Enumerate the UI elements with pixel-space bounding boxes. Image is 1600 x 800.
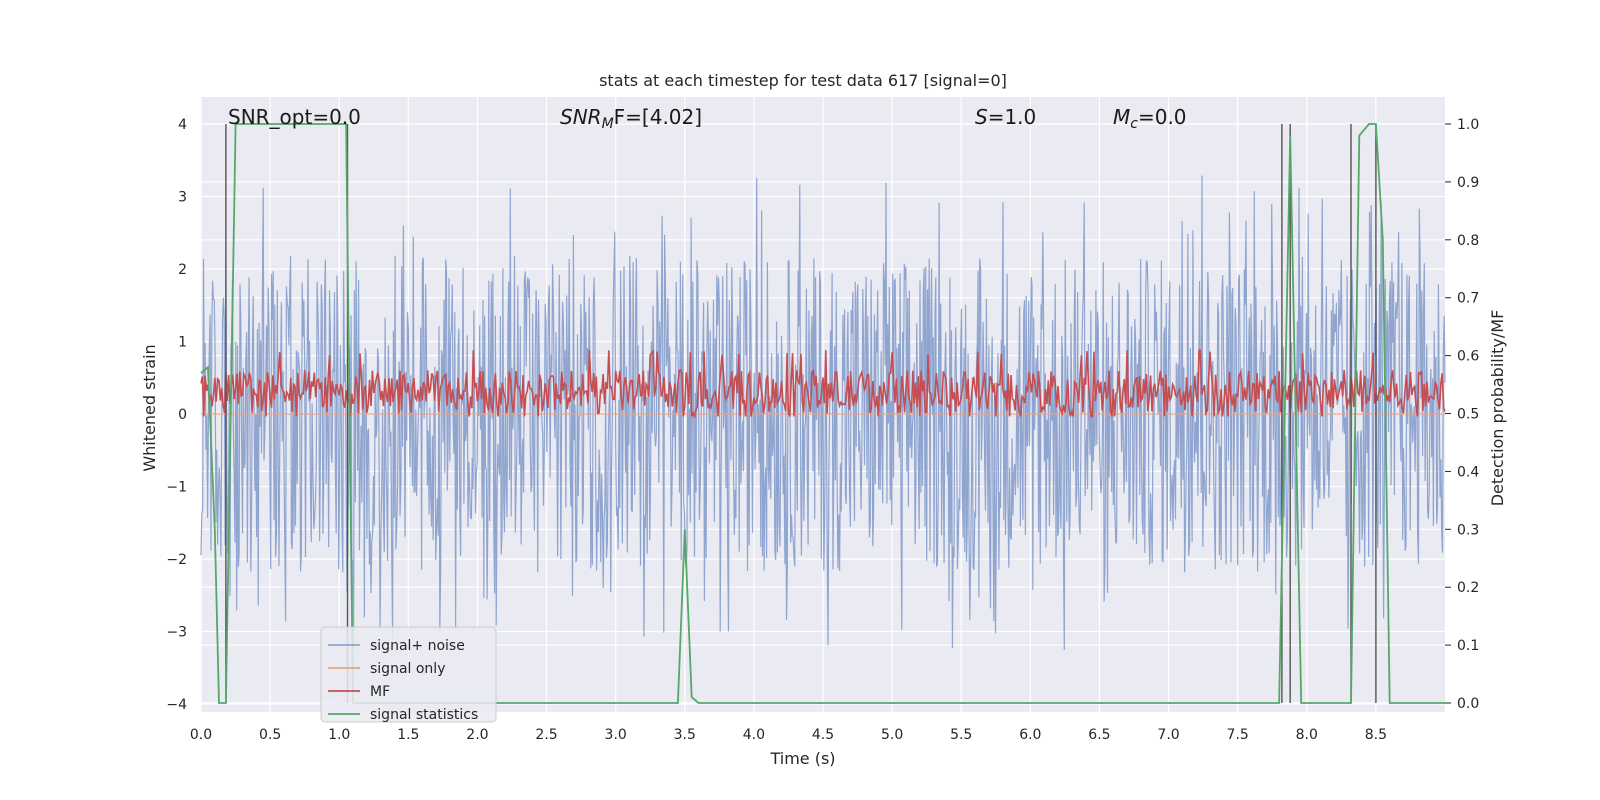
legend-label: MF [370,684,390,700]
x-tick-label: 7.0 [1157,727,1179,743]
annotation-snr-opt: SNR_opt=0.0 [228,105,361,129]
y-left-tick-label: 4 [178,117,187,133]
y-right-tick-label: 0.8 [1457,233,1479,249]
chart-title: stats at each timestep for test data 617… [599,71,1007,90]
y-left-axis-title: Whitened strain [140,344,159,471]
y-left-tick-label: −2 [166,552,187,568]
annotation-snr-mf-rest: F=[4.02] [614,105,702,129]
annotation-s-main: S [975,105,988,129]
x-tick-label: 5.5 [950,727,972,743]
y-left-tick-label: −3 [166,625,187,641]
y-left-tick-label: 2 [178,262,187,278]
x-axis-title: Time (s) [769,749,835,768]
y-right-tick-label: 0.1 [1457,638,1479,654]
y-left-tick-label: 3 [178,190,187,206]
y-left-axis-ticks: 4 3 2 1 0 −1 −2 −3 −4 [166,117,187,713]
y-right-tick-label: 0.6 [1457,349,1479,365]
y-left-tick-label: −4 [166,697,187,713]
series-signal-statistics [200,123,1445,704]
x-tick-label: 3.5 [674,727,696,743]
x-tick-label: 0.5 [259,727,281,743]
legend-label: signal only [370,661,445,677]
legend-label: signal+ noise [370,638,465,654]
x-tick-label: 6.5 [1088,727,1110,743]
x-tick-label: 2.0 [466,727,488,743]
x-tick-label: 4.5 [812,727,834,743]
annotation-s-rest: =1.0 [988,105,1037,129]
legend-items: signal+ noise signal only MF signal statist… [328,638,478,723]
annotation-mc-rest: =0.0 [1138,105,1187,129]
y-right-tick-label: 0.7 [1457,291,1479,307]
x-tick-label: 6.0 [1019,727,1041,743]
annotation-mc: Mc=0.0 [1113,105,1187,132]
x-tick-label: 3.0 [605,727,627,743]
y-right-tick-label: 0.9 [1457,175,1479,191]
x-tick-label: 7.5 [1227,727,1249,743]
y-left-tick-label: −1 [166,480,187,496]
x-tick-label: 0.0 [190,727,212,743]
annotation-snr-mf: SNRMF=[4.02] [560,105,702,132]
plot-series-group [200,123,1446,704]
y-right-tick-label: 0.4 [1457,464,1479,480]
y-right-tick-label: 0.2 [1457,580,1479,596]
y-right-axis-ticks: 1.0 0.9 0.8 0.7 0.6 0.5 0.4 0.3 0.2 0.1 0.0 [1445,117,1479,712]
legend-label: signal statistics [370,707,478,723]
x-tick-label: 1.5 [397,727,419,743]
x-tick-label: 5.0 [881,727,903,743]
annotation-mc-sub: c [1130,116,1138,132]
y-right-axis-title: Detection probability/MF [1488,310,1507,507]
x-axis-ticks: 0.0 0.5 1.0 1.5 2.0 2.5 3.0 3.5 4.0 4.5 5.0 5.5 6.0 6… [190,727,1387,743]
legend-box [320,626,497,723]
y-left-tick-label: 1 [178,335,187,351]
y-right-tick-label: 0.5 [1457,407,1479,423]
y-right-tick-label: 0.3 [1457,522,1479,538]
x-tick-label: 4.0 [743,727,765,743]
x-tick-label: 8.0 [1296,727,1318,743]
annotation-snr-mf-main: SNR [560,105,602,129]
annotation-s: S=1.0 [975,105,1036,129]
legend: signal+ noise signal only MF signal statist… [320,626,497,723]
y-left-tick-label: 0 [178,407,187,423]
series-mf [200,348,1446,420]
x-tick-label: 1.0 [328,727,350,743]
annotation-snr-mf-sub: M [602,116,614,132]
y-right-tick-label: 0.0 [1457,696,1479,712]
annotation-mc-main: M [1113,105,1130,129]
x-tick-label: 2.5 [535,727,557,743]
y-right-tick-label: 1.0 [1457,117,1479,133]
x-tick-label: 8.5 [1365,727,1387,743]
